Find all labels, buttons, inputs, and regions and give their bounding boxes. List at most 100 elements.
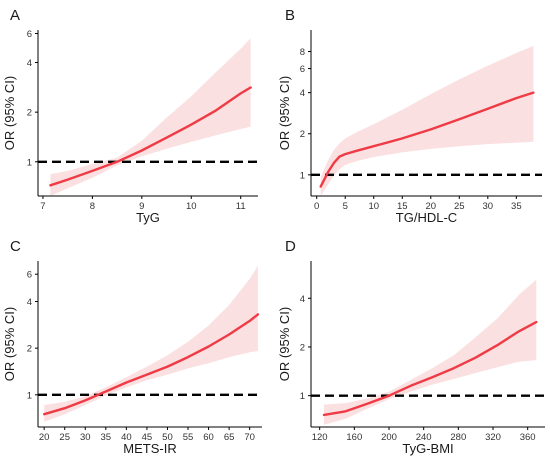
panel-b-x-tick: 30 [483,196,494,212]
panel-d-x-tick: 320 [485,427,501,443]
svg-text:2: 2 [27,344,32,355]
svg-text:10: 10 [368,201,379,212]
panel-b-x-tick: 15 [397,196,408,212]
svg-text:6: 6 [27,270,32,281]
svg-text:2: 2 [27,108,32,119]
panel-c-or-curve [43,313,260,416]
svg-text:320: 320 [485,432,501,443]
svg-text:70: 70 [244,432,255,443]
svg-text:4: 4 [27,297,32,308]
panel-b-y-tick: 1 [300,170,311,181]
panel-b-x-axis-label: TG/HDL-C [396,210,457,225]
panel-c-y-tick: 2 [27,344,38,355]
panel-a-x-tick: 10 [186,196,197,212]
panel-b-ci-band [320,45,534,197]
panel-a-or-curve [49,86,252,187]
panel-d-y-tick: 2 [300,342,311,353]
panel-b-y-tick: 8 [300,47,311,58]
panel-a: A OR (95% CI) TyG 1 2 4 6 7 8 9 10 11 [0,0,275,231]
svg-text:4: 4 [27,58,32,69]
svg-text:65: 65 [224,432,235,443]
svg-text:6: 6 [300,64,305,75]
panel-b-y-tick: 4 [300,88,311,99]
panel-b-x-tick: 25 [454,196,465,212]
svg-text:35: 35 [101,432,112,443]
panel-b-x-tick: 5 [343,196,348,212]
svg-text:240: 240 [416,432,432,443]
panel-d-x-tick: 240 [416,427,432,443]
panel-d-x-tick: 120 [312,427,328,443]
panel-d-label: D [285,238,296,255]
panel-c-x-tick: 30 [80,427,91,443]
panel-c-x-tick: 40 [121,427,132,443]
panel-d-x-tick: 280 [450,427,466,443]
panel-a-y-axis-label: OR (95% CI) [2,76,17,150]
panel-b-x-tick: 20 [425,196,436,212]
svg-text:40: 40 [121,432,132,443]
svg-text:9: 9 [139,201,144,212]
panel-a-y-tick: 2 [27,108,38,119]
svg-text:50: 50 [162,432,173,443]
panel-b-x-tick: 35 [511,196,522,212]
panel-b-plot: B OR (95% CI) TG/HDL-C 1 2 4 6 8 0 5 10 15 20 25 30 35 [277,7,542,225]
panel-c-x-tick: 20 [39,427,50,443]
panel-a-ci-band [50,38,251,197]
panel-d-x-axis-label: TyG-BMI [402,441,453,456]
panel-c-x-axis-label: METS-IR [123,441,176,456]
svg-text:1: 1 [300,170,305,181]
panel-a-x-axis-label: TyG [136,210,160,225]
panel-d-x-tick: 160 [346,427,362,443]
panel-c-x-tick: 45 [142,427,153,443]
panel-c-x-tick: 65 [224,427,235,443]
svg-text:1: 1 [27,390,32,401]
panel-c-x-tick: 55 [183,427,194,443]
svg-text:20: 20 [425,201,436,212]
svg-text:10: 10 [186,201,197,212]
svg-text:4: 4 [300,88,305,99]
svg-text:25: 25 [454,201,465,212]
svg-text:20: 20 [39,432,50,443]
svg-text:160: 160 [346,432,362,443]
panel-c-x-tick: 50 [162,427,173,443]
svg-text:120: 120 [312,432,328,443]
svg-text:60: 60 [203,432,214,443]
panel-c-y-tick: 1 [27,390,38,401]
svg-text:30: 30 [80,432,91,443]
svg-text:0: 0 [314,201,319,212]
panel-a-plot: A OR (95% CI) TyG 1 2 4 6 7 8 9 10 11 [2,7,258,225]
panel-b-label: B [285,7,295,24]
panel-a-x-tick: 11 [236,196,246,212]
panel-c-x-tick: 35 [101,427,112,443]
svg-text:55: 55 [183,432,194,443]
panel-b-x-tick: 0 [314,196,319,212]
svg-text:6: 6 [27,29,32,40]
svg-text:11: 11 [236,201,246,212]
panel-c-plot: C OR (95% CI) METS-IR 1 2 4 6 20 25 30 35 40 45 50 55 6… [2,238,262,456]
panel-c-ci-band [44,265,258,422]
svg-text:35: 35 [511,201,522,212]
svg-text:200: 200 [381,432,397,443]
svg-text:2: 2 [300,129,305,140]
svg-text:1: 1 [300,391,305,402]
svg-text:8: 8 [90,201,95,212]
panel-a-y-tick: 6 [27,29,38,40]
svg-text:25: 25 [59,432,70,443]
svg-text:280: 280 [450,432,466,443]
svg-text:45: 45 [142,432,153,443]
panel-c-y-axis-label: OR (95% CI) [2,307,17,381]
svg-text:5: 5 [343,201,348,212]
panel-b-x-tick: 10 [368,196,379,212]
svg-text:360: 360 [520,432,536,443]
panel-d: D OR (95% CI) TyG-BMI 1 2 4 120 160 200 240 280 320… [275,231,550,462]
panel-c-y-tick: 4 [27,297,38,308]
panel-d-y-axis-label: OR (95% CI) [277,307,292,381]
panel-a-y-tick: 4 [27,58,38,69]
panel-d-y-tick: 4 [300,294,311,305]
svg-text:30: 30 [483,201,494,212]
panel-c-x-tick: 60 [203,427,214,443]
svg-text:4: 4 [300,294,305,305]
panel-a-y-tick: 1 [27,157,38,168]
panel-a-x-tick: 9 [139,196,144,212]
panel-a-x-tick: 8 [90,196,95,212]
